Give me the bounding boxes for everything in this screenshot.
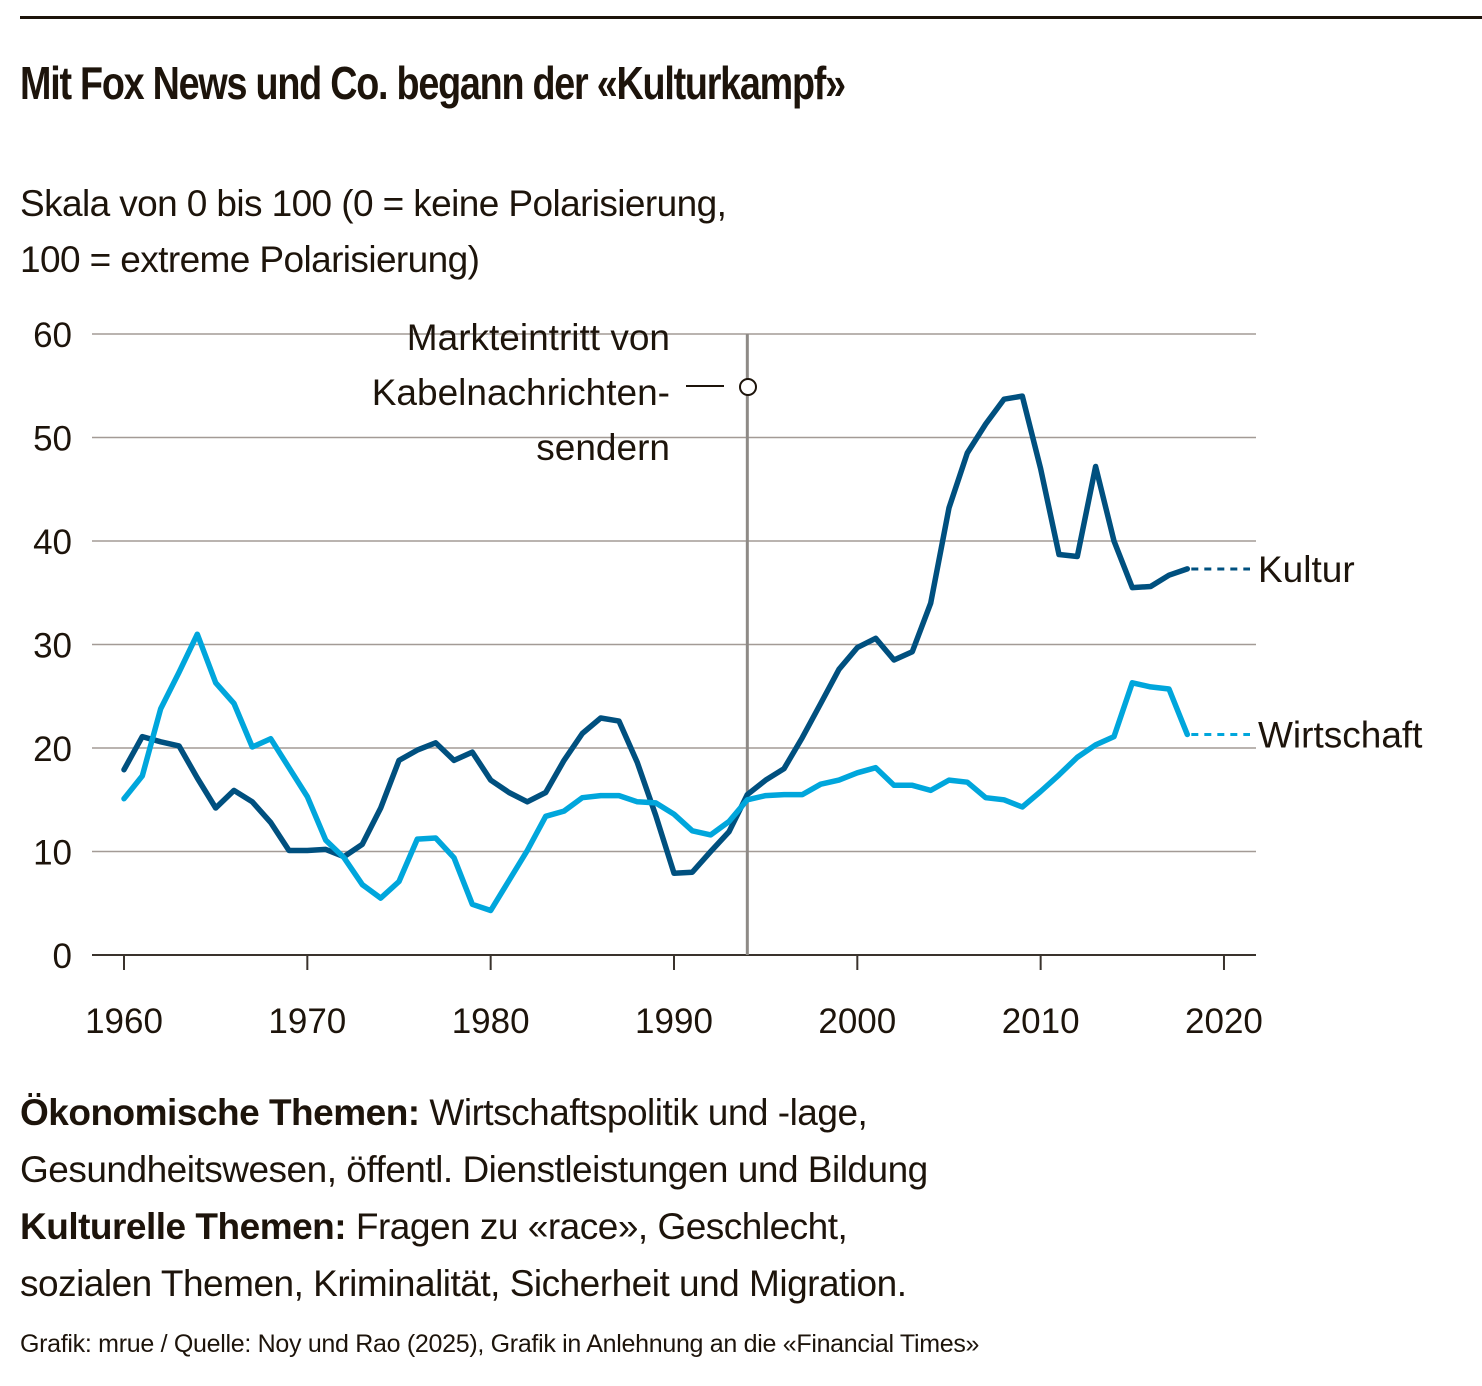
- subtitle-line-2: 100 = extreme Polarisierung): [20, 239, 480, 280]
- note-cultural-label: Kulturelle Themen:: [20, 1206, 347, 1247]
- note-economic-label: Ökonomische Themen:: [20, 1092, 420, 1133]
- x-tick-label: 2000: [818, 1002, 896, 1041]
- series-group: [121, 393, 1191, 914]
- series-label-wirtschaft: Wirtschaft: [1258, 715, 1423, 756]
- x-tick-label: 1960: [85, 1002, 163, 1041]
- series-label-kultur: Kultur: [1258, 549, 1355, 590]
- y-tick-label: 0: [53, 937, 72, 976]
- x-tick-label: 1990: [635, 1002, 713, 1041]
- gridlines: [92, 333, 1256, 853]
- note-economic: Ökonomische Themen: Wirtschaftspolitik u…: [20, 1084, 928, 1141]
- annotation-text-line-2: Kabelnachrichten-: [372, 372, 670, 413]
- chart-subtitle: Skala von 0 bis 100 (0 = keine Polarisie…: [20, 176, 727, 288]
- x-tick-label: 1970: [268, 1002, 346, 1041]
- x-tick-label: 1980: [452, 1002, 530, 1041]
- note-economic-line-2: Gesundheitswesen, öffentl. Dienstleistun…: [20, 1149, 928, 1190]
- y-axis: 0 10 20 30 40 50 60: [33, 316, 72, 976]
- annotation-text-line-3: sendern: [536, 427, 670, 468]
- series-line-wirtschaft: [121, 631, 1191, 914]
- line-chart: 0 10 20 30 40 50 60 1960 1970 1980 1990 2000 2010 20…: [33, 316, 1423, 1041]
- note-cultural: Kulturelle Themen: Fragen zu «race», Ges…: [20, 1198, 928, 1255]
- y-tick-label: 50: [33, 420, 72, 459]
- annotation-text-line-1: Markteintritt von: [407, 317, 670, 358]
- top-rule: [20, 16, 1482, 19]
- x-tick-label: 2010: [1002, 1002, 1080, 1041]
- y-tick-label: 20: [33, 730, 72, 769]
- note-cultural-text: Fragen zu «race», Geschlecht,: [346, 1206, 848, 1247]
- annotation-marker: [739, 378, 757, 396]
- subtitle-line-1: Skala von 0 bis 100 (0 = keine Polarisie…: [20, 183, 727, 224]
- series-line-kultur: [121, 393, 1191, 876]
- series-labels: Kultur Wirtschaft: [1191, 549, 1423, 756]
- x-axis: 1960 1970 1980 1990 2000 2010 2020: [85, 954, 1263, 1041]
- x-tick-label: 2020: [1185, 1002, 1263, 1041]
- source-credit: Grafik: mrue / Quelle: Noy und Rao (2025…: [20, 1330, 980, 1358]
- y-tick-label: 10: [33, 834, 72, 873]
- y-tick-label: 60: [33, 316, 72, 355]
- note-economic-text: Wirtschaftspolitik und -lage,: [419, 1092, 868, 1133]
- y-tick-label: 40: [33, 523, 72, 562]
- notes: Ökonomische Themen: Wirtschaftspolitik u…: [20, 1084, 928, 1312]
- note-cultural-line-2: sozialen Themen, Kriminalität, Sicherhei…: [20, 1263, 907, 1304]
- annotation-group: Markteintritt von Kabelnachrichten- send…: [372, 317, 757, 955]
- chart-title: Mit Fox News und Co. begann der «Kulturk…: [20, 57, 846, 109]
- y-tick-label: 30: [33, 627, 72, 666]
